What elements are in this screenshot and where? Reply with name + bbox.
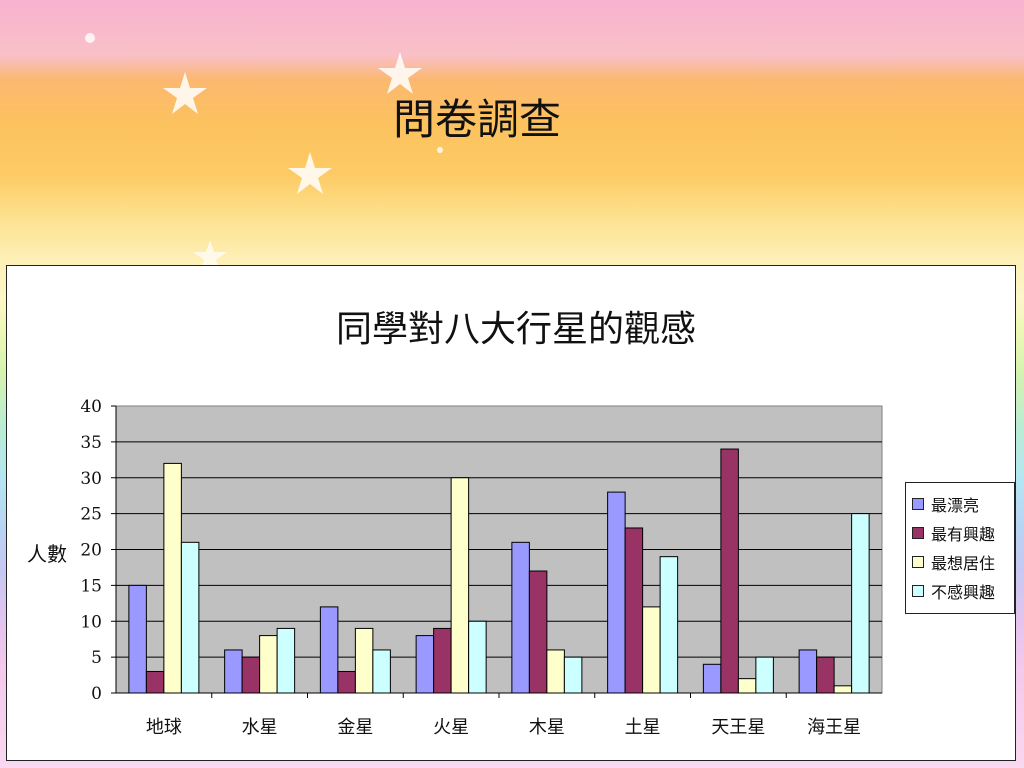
bar [276, 627, 296, 694]
bar [433, 627, 452, 694]
y-tick-label: 5 [91, 648, 102, 668]
bar [563, 656, 583, 694]
bar [450, 477, 470, 694]
y-tick-label: 35 [80, 433, 102, 453]
y-axis-label: 人數 [27, 542, 67, 566]
legend-label: 最有興趣 [931, 524, 996, 544]
legend-item: 最想居住 [912, 547, 1014, 576]
star-icon [378, 52, 422, 94]
bar [259, 635, 278, 694]
star-icon [193, 240, 227, 270]
legend-swatch [912, 497, 924, 510]
sparkle-icon [437, 147, 443, 153]
legend-label: 最漂亮 [931, 495, 980, 515]
bar [128, 584, 147, 694]
x-tick-label: 金星 [337, 717, 373, 738]
y-tick-label: 40 [80, 397, 102, 417]
bar [511, 541, 530, 694]
legend-swatch [912, 555, 924, 568]
legend-item: 最有興趣 [912, 518, 1014, 547]
y-tick-label: 0 [91, 684, 102, 704]
bar [241, 656, 261, 694]
bar [180, 541, 200, 694]
bar [468, 620, 487, 694]
bar [720, 448, 739, 694]
bar [607, 491, 626, 694]
chart-panel: 同學對八大行星的觀感 0 5 10 15 20 25 30 35 40 人數地球 水星 金星 火星 木星 土… [6, 265, 1016, 761]
bar [415, 635, 435, 694]
x-tick-label: 火星 [433, 717, 469, 738]
y-tick-label: 25 [80, 505, 102, 525]
bar [833, 685, 853, 694]
decorative-stars [85, 33, 443, 270]
sparkle-icon [85, 33, 95, 43]
y-tick-label: 30 [80, 469, 102, 489]
bar [702, 663, 722, 694]
bar [624, 527, 644, 694]
bar [816, 656, 835, 694]
bar [319, 606, 339, 694]
y-tick-label: 15 [80, 576, 102, 596]
bar [798, 649, 818, 694]
legend-label: 不感興趣 [931, 582, 996, 602]
x-tick-label: 天王星 [711, 717, 765, 738]
bar [737, 678, 757, 694]
y-tick-label: 20 [80, 541, 102, 561]
x-tick-label: 木星 [529, 717, 565, 738]
x-tick-label: 海王星 [807, 717, 861, 738]
legend-swatch [912, 584, 924, 597]
legend-swatch [912, 526, 924, 539]
x-tick-label: 水星 [242, 717, 278, 738]
star-icon [288, 152, 332, 194]
chart-legend: 最漂亮最有興趣最想居住不感興趣 [905, 482, 1015, 614]
bar [145, 670, 165, 694]
x-tick-label: 地球 [146, 717, 182, 738]
bar [659, 556, 679, 694]
legend-item: 最漂亮 [912, 489, 1014, 518]
bar [354, 627, 374, 694]
bar [851, 513, 870, 694]
bar [546, 649, 565, 694]
bar [163, 462, 182, 694]
slide-title: 問卷調查 [392, 95, 561, 144]
bar [528, 570, 548, 694]
y-tick-label: 10 [80, 612, 102, 632]
chart-title: 同學對八大行星的觀感 [335, 309, 696, 350]
bar [224, 649, 243, 694]
star-icon [163, 72, 207, 114]
bar [755, 656, 774, 694]
x-tick-label: 土星 [625, 717, 661, 738]
bar [372, 649, 391, 694]
bar [337, 670, 356, 694]
legend-label: 最想居住 [931, 553, 996, 573]
legend-item: 不感興趣 [912, 576, 1014, 605]
bar [642, 606, 661, 694]
